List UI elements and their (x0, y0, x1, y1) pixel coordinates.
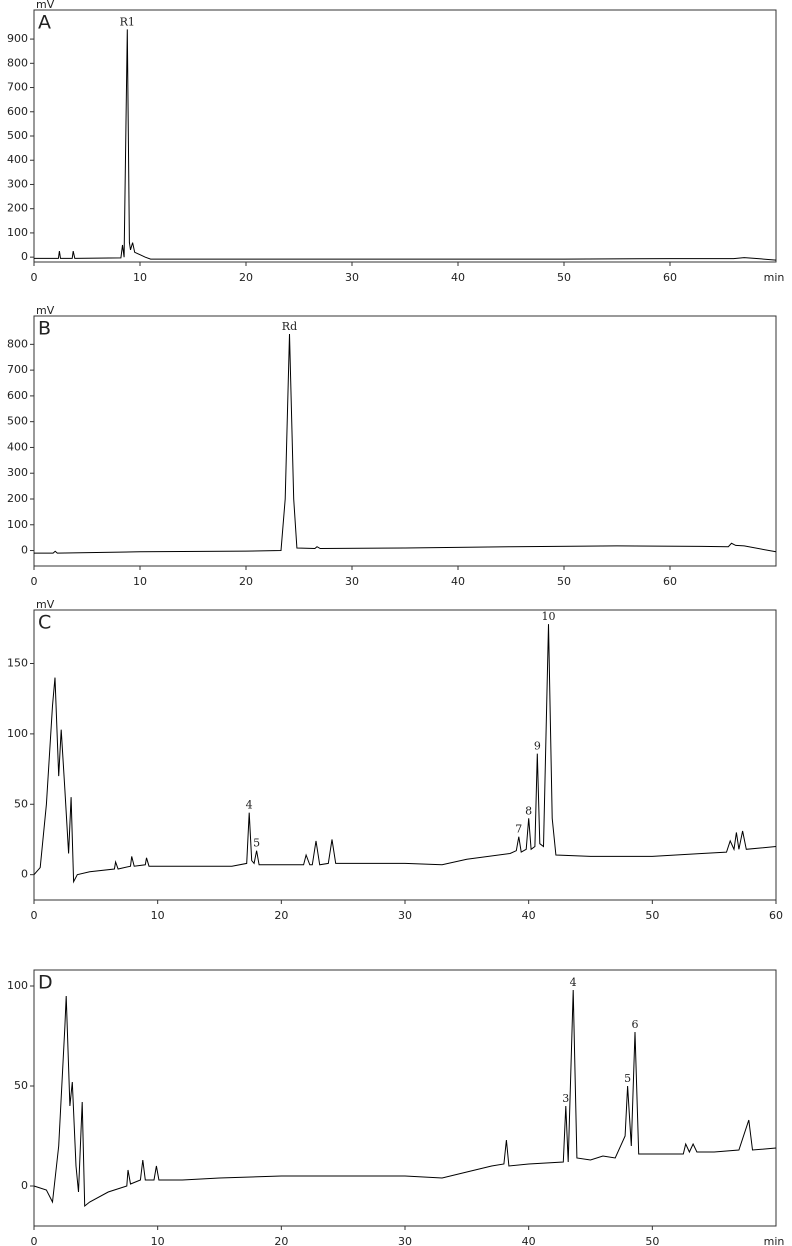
x-unit-label: min (764, 1235, 785, 1246)
x-tick-label: 50 (557, 575, 571, 588)
x-tick-label: 30 (398, 1235, 412, 1246)
y-tick-label: 600 (7, 389, 28, 402)
y-tick-label: 700 (7, 81, 28, 94)
y-tick-label: 800 (7, 337, 28, 350)
x-tick-label: 10 (133, 271, 147, 284)
plot-frame (33, 609, 777, 901)
panel-letter: D (38, 972, 53, 994)
panel-letter: B (38, 318, 51, 340)
x-tick-label: 30 (398, 909, 412, 922)
chromatogram-line (33, 989, 777, 1208)
peak-label: 9 (534, 740, 541, 753)
y-tick-label: 300 (7, 466, 28, 479)
y-tick-label: 700 (7, 363, 28, 376)
y-tick-label: 50 (14, 797, 28, 810)
y-tick-label: 100 (7, 979, 28, 992)
x-tick-label: 40 (451, 271, 465, 284)
y-unit-label: mV (36, 0, 55, 11)
peak-label: Rd (282, 320, 297, 333)
peak-label: 3 (562, 1092, 569, 1105)
x-tick-label: 20 (274, 1235, 288, 1246)
y-tick-label: 0 (21, 544, 28, 557)
x-tick-label: 10 (151, 909, 165, 922)
x-unit-label: min (764, 271, 785, 284)
x-tick-label: 40 (451, 575, 465, 588)
peak-label: 4 (570, 976, 577, 989)
x-tick-label: 40 (522, 1235, 536, 1246)
x-tick-label: 0 (31, 271, 38, 284)
x-tick-label: 30 (345, 271, 359, 284)
peak-label: 6 (632, 1018, 639, 1031)
y-tick-label: 150 (7, 656, 28, 669)
panel-letter: C (38, 612, 51, 634)
plot-frame (33, 969, 777, 1227)
peak-label: 5 (624, 1072, 631, 1085)
y-tick-label: 500 (7, 129, 28, 142)
plot-frame (33, 315, 777, 567)
y-tick-label: 200 (7, 492, 28, 505)
x-tick-label: 50 (645, 1235, 659, 1246)
y-tick-label: 600 (7, 105, 28, 118)
x-tick-label: 0 (31, 575, 38, 588)
y-tick-label: 400 (7, 153, 28, 166)
y-tick-label: 100 (7, 518, 28, 531)
y-tick-label: 0 (21, 868, 28, 881)
y-tick-label: 0 (21, 250, 28, 263)
y-tick-label: 500 (7, 415, 28, 428)
peak-label: 4 (246, 799, 253, 812)
y-tick-label: 800 (7, 56, 28, 69)
y-tick-label: 900 (7, 32, 28, 45)
x-tick-label: 20 (239, 575, 253, 588)
peak-label: 7 (515, 823, 522, 836)
x-tick-label: 0 (31, 1235, 38, 1246)
x-tick-label: 60 (663, 575, 677, 588)
y-unit-label: mV (36, 598, 55, 611)
y-tick-label: 0 (21, 1179, 28, 1192)
chromatogram-line (33, 624, 777, 884)
x-tick-label: 0 (31, 909, 38, 922)
plot-frame (33, 9, 777, 263)
y-tick-label: 200 (7, 202, 28, 215)
x-tick-label: 20 (274, 909, 288, 922)
x-tick-label: 10 (151, 1235, 165, 1246)
x-tick-label: 10 (133, 575, 147, 588)
x-tick-label: 60 (663, 271, 677, 284)
chromatogram-line (34, 333, 777, 554)
y-tick-label: 100 (7, 727, 28, 740)
x-tick-label: 50 (557, 271, 571, 284)
peak-label: 5 (253, 837, 260, 850)
peak-label: R1 (120, 15, 135, 28)
peak-label: 10 (541, 610, 555, 623)
panel-letter: A (38, 12, 51, 34)
x-tick-label: 30 (345, 575, 359, 588)
x-tick-label: 20 (239, 271, 253, 284)
y-tick-label: 400 (7, 440, 28, 453)
x-tick-label: 60 (769, 909, 783, 922)
peak-label: 8 (525, 804, 532, 817)
y-tick-label: 50 (14, 1079, 28, 1092)
y-unit-label: mV (36, 304, 55, 317)
x-tick-label: 50 (645, 909, 659, 922)
y-tick-label: 300 (7, 177, 28, 190)
x-tick-label: 40 (522, 909, 536, 922)
chromatogram-line (34, 29, 777, 261)
y-tick-label: 100 (7, 226, 28, 239)
